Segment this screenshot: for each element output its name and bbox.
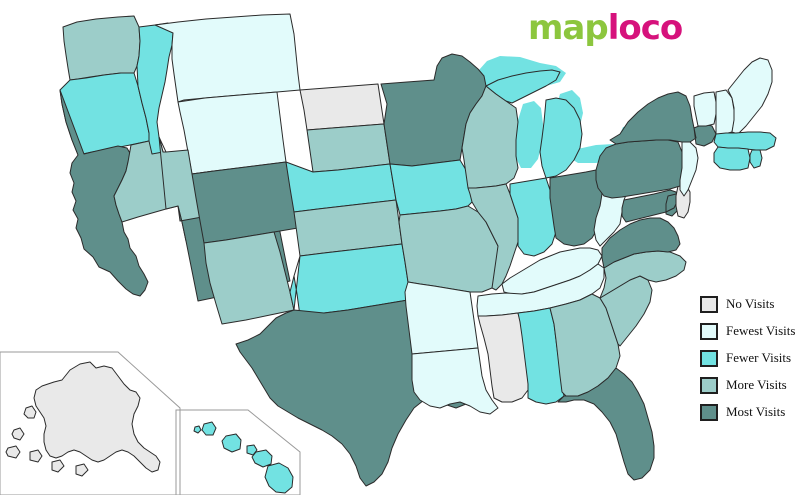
states-group: Washington Oregon California Nevada Idah… xyxy=(59,13,777,487)
alaska-inset-frame xyxy=(0,351,181,495)
state-LA[interactable]: Louisiana xyxy=(411,347,499,415)
lake-michigan xyxy=(516,101,543,168)
state-CT[interactable]: Connecticut xyxy=(713,146,751,171)
legend-swatch-fewer xyxy=(700,349,718,367)
state-IN[interactable]: Indiana xyxy=(509,177,557,257)
state-FL[interactable]: Florida xyxy=(557,367,655,481)
legend-label-none: No Visits xyxy=(726,296,775,311)
legend-swatch-most xyxy=(700,403,718,421)
legend-label-fewer: Fewer Visits xyxy=(726,350,792,365)
state-HI[interactable]: Hawaii xyxy=(193,421,294,494)
legend-label-more: More Visits xyxy=(726,377,787,392)
state-NJ[interactable]: New Jersey xyxy=(679,141,699,197)
legend-label-fewest: Fewest Visits xyxy=(726,323,796,338)
legend-item-more[interactable]: More Visits xyxy=(700,373,800,397)
legend-item-fewer[interactable]: Fewer Visits xyxy=(700,346,800,370)
state-SD[interactable]: South Dakota xyxy=(306,123,391,173)
legend-item-fewest[interactable]: Fewest Visits xyxy=(700,319,800,343)
maploco-logo[interactable]: maploco xyxy=(528,8,688,48)
state-AK[interactable]: Alaska xyxy=(5,361,161,477)
hawaii-inset-frame xyxy=(175,409,301,495)
state-ME[interactable]: Maine xyxy=(727,57,773,135)
noncontiguous-states-group: Alaska Hawaii xyxy=(5,361,294,494)
legend-label-most: Most Visits xyxy=(726,404,786,419)
logo-text-loco: loco xyxy=(607,8,684,48)
state-VA[interactable]: Virginia xyxy=(601,217,681,269)
state-MT[interactable]: Montana xyxy=(154,13,301,103)
state-WY[interactable]: Wyoming xyxy=(177,91,287,175)
state-AR[interactable]: Arkansas xyxy=(404,281,479,355)
state-ND[interactable]: North Dakota xyxy=(299,83,385,131)
legend: No Visits Fewest Visits Fewer Visits Mor… xyxy=(700,292,800,427)
state-CO[interactable]: Colorado xyxy=(191,161,299,244)
state-MD[interactable]: Maryland xyxy=(621,189,681,223)
logo-text-map: map xyxy=(528,8,609,48)
state-RI[interactable]: Rhode Island xyxy=(749,149,763,169)
state-IL[interactable]: Illinois xyxy=(467,183,521,291)
legend-item-most[interactable]: Most Visits xyxy=(700,400,800,424)
legend-item-none[interactable]: No Visits xyxy=(700,292,800,316)
state-VT[interactable]: Vermont xyxy=(693,91,717,127)
state-WA[interactable]: Washington xyxy=(62,15,141,81)
inset-frames-group xyxy=(0,351,301,495)
legend-swatch-more xyxy=(700,376,718,394)
state-MI[interactable]: Michigan xyxy=(485,69,583,179)
state-PA[interactable]: Pennsylvania xyxy=(595,139,685,199)
legend-swatch-none xyxy=(700,295,718,313)
state-IA[interactable]: Iowa xyxy=(389,159,477,216)
legend-swatch-fewest xyxy=(700,322,718,340)
